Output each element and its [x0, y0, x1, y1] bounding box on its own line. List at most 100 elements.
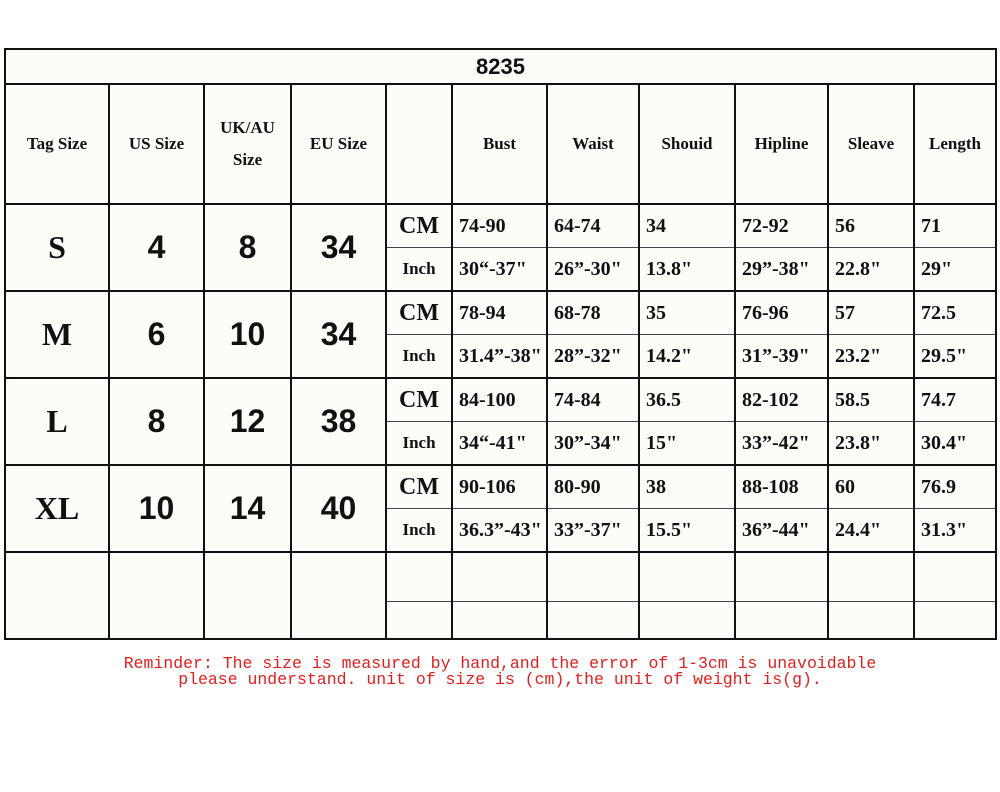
eu-size: 38: [290, 377, 387, 466]
column-header: EU Size: [290, 83, 387, 205]
us-size: 6: [108, 290, 205, 379]
measurement-cm: 57: [827, 290, 915, 335]
measurement-inch: 14.2": [638, 334, 736, 379]
unit-label-cm: CM: [385, 377, 453, 422]
column-header: Bust: [451, 83, 548, 205]
measurement-inch: 23.2": [827, 334, 915, 379]
measurement-cm: 72.5: [913, 290, 997, 335]
empty-cell: [913, 551, 997, 602]
measurement-cm: 76.9: [913, 464, 997, 509]
measurement-cm: 88-108: [734, 464, 829, 509]
measurement-cm: 35: [638, 290, 736, 335]
size-row-inch: Inch 36.3”-43" 33”-37" 15.5" 36”-44" 24.4" 31.…: [5, 508, 997, 553]
unit-label-inch: Inch: [385, 247, 453, 292]
column-header: Waist: [546, 83, 640, 205]
measurement-inch: 31.4”-38": [451, 334, 548, 379]
uk-au-size: 8: [203, 203, 292, 292]
measurement-cm: 56: [827, 203, 915, 248]
header-row: Tag Size US Size UK/AU Size EU Size Bust Wais…: [4, 83, 997, 205]
measurement-inch: 30”-34": [546, 421, 640, 466]
reminder-note: Reminder: The size is measured by hand,a…: [0, 654, 1000, 689]
uk-au-size: 12: [203, 377, 292, 466]
measurement-inch: 29.5": [913, 334, 997, 379]
empty-cell: [638, 601, 736, 640]
tag-size: L: [4, 377, 110, 466]
us-size: 4: [108, 203, 205, 292]
measurement-inch: 15.5": [638, 508, 736, 553]
column-header: [385, 83, 453, 205]
empty-cell: [385, 601, 453, 640]
empty-cell: [546, 601, 640, 640]
reminder-line-1: Reminder: The size is measured by hand,a…: [123, 654, 877, 673]
measurement-cm: 76-96: [734, 290, 829, 335]
measurement-cm: 34: [638, 203, 736, 248]
measurement-cm: 84-100: [451, 377, 548, 422]
eu-size: 34: [290, 290, 387, 379]
empty-cell: [827, 601, 915, 640]
measurement-inch: 36.3”-43": [451, 508, 548, 553]
empty-cell: [734, 601, 829, 640]
measurement-inch: 23.8": [827, 421, 915, 466]
measurement-inch: 33”-37": [546, 508, 640, 553]
size-row: M 6 10 34 CM 78-94 68-78 35 76-96 57 72.5: [4, 290, 997, 379]
size-row: XL 10 14 40 CM 90-106 80-90 38 88-108 60 76.9: [4, 464, 997, 553]
measurement-cm: 72-92: [734, 203, 829, 248]
tag-size: S: [4, 203, 110, 292]
empty-cell: [451, 551, 548, 602]
reminder-line-2: please understand. unit of size is (cm),…: [178, 670, 822, 689]
measurement-cm: 68-78: [546, 290, 640, 335]
empty-cell: [4, 551, 110, 640]
measurement-inch: 31”-39": [734, 334, 829, 379]
measurement-cm: 82-102: [734, 377, 829, 422]
measurement-inch: 22.8": [827, 247, 915, 292]
unit-label-inch: Inch: [385, 334, 453, 379]
measurement-cm: 74.7: [913, 377, 997, 422]
empty-cell: [546, 551, 640, 602]
size-row: L 8 12 38 CM 84-100 74-84 36.5 82-102 58.5 74.7: [4, 377, 997, 466]
tag-size: XL: [4, 464, 110, 553]
column-header: Hipline: [734, 83, 829, 205]
us-size: 10: [108, 464, 205, 553]
measurement-cm: 74-90: [451, 203, 548, 248]
size-row-inch: Inch 34“-41" 30”-34" 15" 33”-42" 23.8" 30.4": [5, 421, 997, 466]
unit-label-inch: Inch: [385, 421, 453, 466]
measurement-inch: 13.8": [638, 247, 736, 292]
column-header: Sleave: [827, 83, 915, 205]
eu-size: 34: [290, 203, 387, 292]
measurement-inch: 28”-32": [546, 334, 640, 379]
size-chart-table: 8235 Tag Size US Size UK/AU Size EU Size Bus…: [4, 48, 997, 640]
measurement-inch: 36”-44": [734, 508, 829, 553]
empty-cell: [827, 551, 915, 602]
measurement-cm: 80-90: [546, 464, 640, 509]
uk-au-size: 10: [203, 290, 292, 379]
uk-au-size: 14: [203, 464, 292, 553]
column-header: Length: [913, 83, 997, 205]
measurement-inch: 31.3": [913, 508, 997, 553]
unit-label-cm: CM: [385, 203, 453, 248]
measurement-cm: 64-74: [546, 203, 640, 248]
column-header: Tag Size: [4, 83, 110, 205]
measurement-inch: 29”-38": [734, 247, 829, 292]
us-size: 8: [108, 377, 205, 466]
empty-cell: [385, 551, 453, 602]
empty-cell: [734, 551, 829, 602]
empty-cell: [913, 601, 997, 640]
empty-cell: [451, 601, 548, 640]
size-row-inch: Inch 30“-37" 26”-30" 13.8" 29”-38" 22.8" 29": [5, 247, 997, 292]
table-title: 8235: [4, 48, 997, 85]
measurement-cm: 74-84: [546, 377, 640, 422]
column-header: Shouid: [638, 83, 736, 205]
measurement-inch: 30.4": [913, 421, 997, 466]
size-row: S 4 8 34 CM 74-90 64-74 34 72-92 56 71: [4, 203, 997, 292]
empty-cell: [290, 551, 387, 640]
measurement-cm: 60: [827, 464, 915, 509]
measurement-inch: 15": [638, 421, 736, 466]
empty-cell: [108, 551, 205, 640]
measurement-cm: 58.5: [827, 377, 915, 422]
unit-label-cm: CM: [385, 290, 453, 335]
empty-row: [5, 601, 997, 640]
measurement-inch: 26”-30": [546, 247, 640, 292]
measurement-inch: 34“-41": [451, 421, 548, 466]
empty-cell: [203, 551, 292, 640]
measurement-cm: 36.5: [638, 377, 736, 422]
